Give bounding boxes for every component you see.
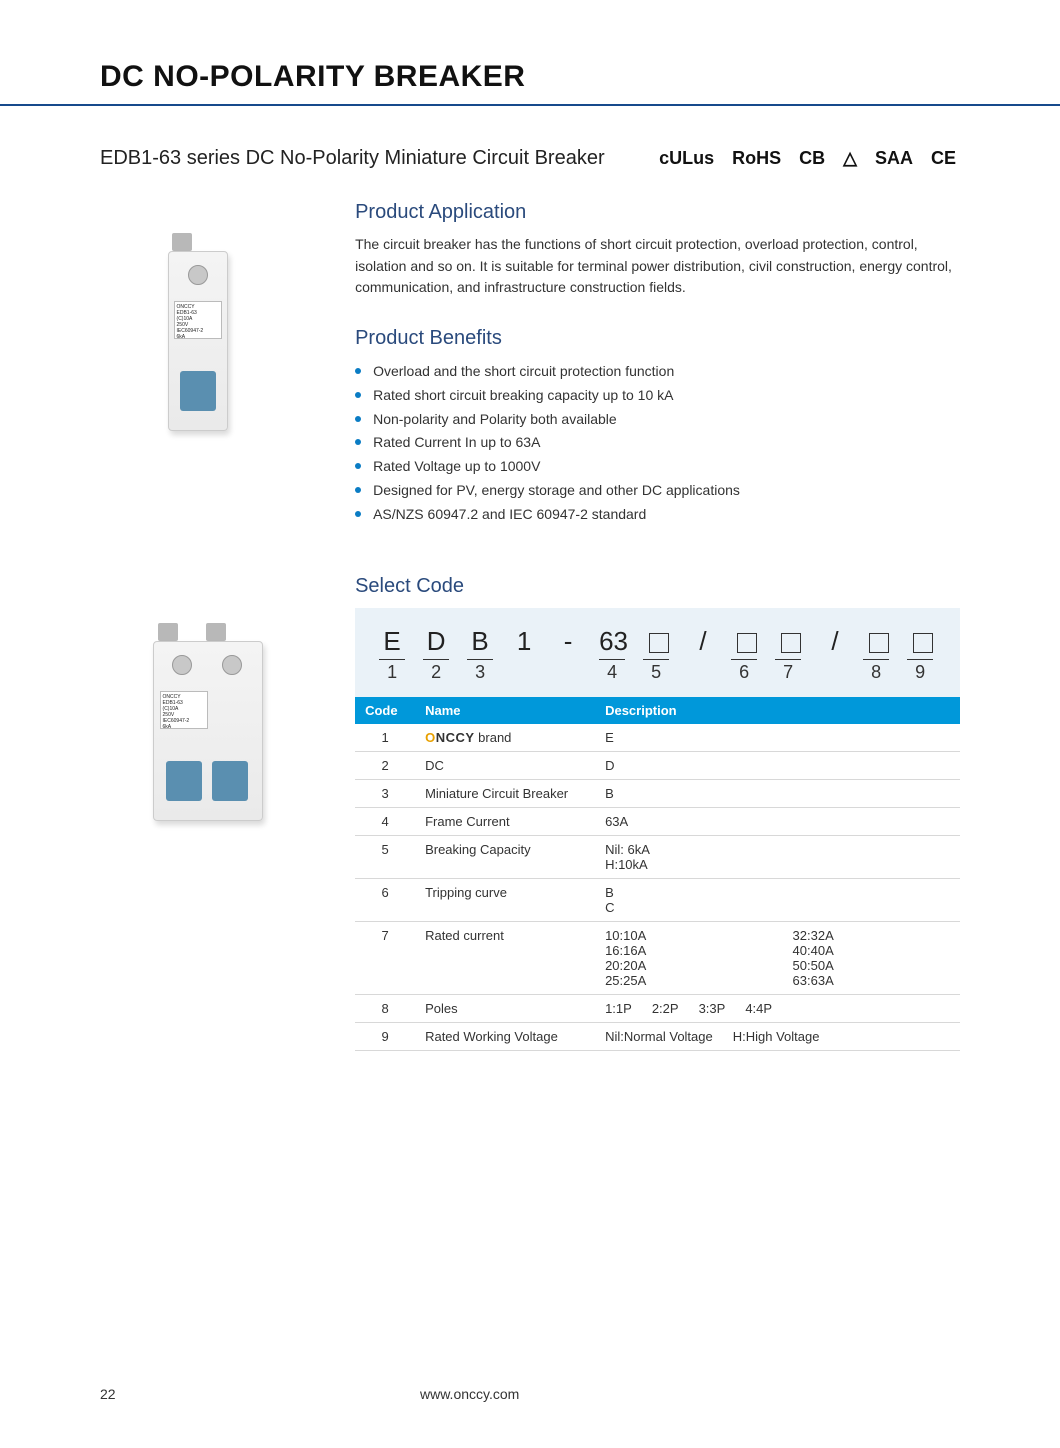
name-cell: Rated Working Voltage (415, 1022, 595, 1050)
product-images-column: ONCCY EDB1-63 (C)10A 250V IEC60947-2 6kA… (100, 201, 315, 1051)
benefit-item: AS/NZS 60947.2 and IEC 60947-2 standard (355, 503, 960, 527)
cert-badge: SAA (871, 146, 917, 171)
code-segment: D (423, 626, 449, 657)
table-row: 1ONCCY brandE (355, 724, 960, 752)
desc-cell: D (595, 751, 960, 779)
table-row: 4Frame Current63A (355, 807, 960, 835)
name-cell: Tripping curve (415, 878, 595, 921)
title-divider (0, 104, 1060, 106)
benefit-item: Designed for PV, energy storage and othe… (355, 479, 960, 503)
code-segment (646, 626, 672, 657)
cert-badge: CE (927, 146, 960, 171)
code-cell: 6 (355, 878, 415, 921)
code-index: 5 (643, 659, 669, 683)
table-row: 6Tripping curveB C (355, 878, 960, 921)
benefit-item: Rated short circuit breaking capacity up… (355, 384, 960, 408)
product-image-2p: ONCCY EDB1-63 (C)10A 250V IEC60947-2 6kA (148, 611, 268, 841)
name-cell: Miniature Circuit Breaker (415, 779, 595, 807)
select-code-heading: Select Code (355, 575, 960, 598)
product-subtitle: EDB1-63 series DC No-Polarity Miniature … (100, 147, 605, 170)
name-cell: ONCCY brand (415, 724, 595, 752)
code-index: 9 (907, 659, 933, 683)
benefits-list: Overload and the short circuit protectio… (355, 360, 960, 527)
code-cell: 4 (355, 807, 415, 835)
code-segment (734, 626, 760, 657)
page-footer: 22 www.onccy.com (100, 1386, 960, 1402)
name-cell: Breaking Capacity (415, 835, 595, 878)
table-header: Name (415, 697, 595, 724)
device-label: ONCCY EDB1-63 (C)10A 250V IEC60947-2 6kA (174, 301, 222, 339)
table-row: 7Rated current10:10A32:32A16:16A40:40A20… (355, 921, 960, 994)
code-cell: 8 (355, 994, 415, 1022)
cert-badge: RoHS (728, 146, 785, 171)
desc-cell: B C (595, 878, 960, 921)
table-header: Code (355, 697, 415, 724)
code-cell: 9 (355, 1022, 415, 1050)
code-segment: / (822, 626, 848, 657)
code-segment: 63 (599, 626, 628, 657)
table-row: 2DCD (355, 751, 960, 779)
desc-cell: 63A (595, 807, 960, 835)
benefit-item: Rated Voltage up to 1000V (355, 455, 960, 479)
benefit-item: Non-polarity and Polarity both available (355, 408, 960, 432)
desc-cell: B (595, 779, 960, 807)
cert-badge: CB (795, 146, 829, 171)
code-cell: 1 (355, 724, 415, 752)
code-cell: 5 (355, 835, 415, 878)
code-definition-table: CodeNameDescription 1ONCCY brandE2DCD3Mi… (355, 697, 960, 1051)
table-row: 3Miniature Circuit BreakerB (355, 779, 960, 807)
certification-badges: cULus RoHS CB △ SAA CE (655, 146, 960, 171)
name-cell: Poles (415, 994, 595, 1022)
application-text: The circuit breaker has the functions of… (355, 234, 960, 299)
code-segment: 1 (511, 626, 537, 657)
cert-badge: cULus (655, 146, 718, 171)
cert-badge: △ (839, 146, 861, 171)
code-index: 6 (731, 659, 757, 683)
code-segment: / (690, 626, 716, 657)
code-segment: E (379, 626, 405, 657)
benefit-item: Overload and the short circuit protectio… (355, 360, 960, 384)
benefits-heading: Product Benefits (355, 327, 960, 350)
code-cell: 2 (355, 751, 415, 779)
code-index: 1 (379, 659, 405, 683)
code-segment: B (467, 626, 493, 657)
benefit-item: Rated Current In up to 63A (355, 431, 960, 455)
table-row: 9Rated Working VoltageNil:Normal Voltage… (355, 1022, 960, 1050)
code-index: 8 (863, 659, 889, 683)
page-number: 22 (100, 1386, 420, 1402)
code-segment (778, 626, 804, 657)
desc-cell: E (595, 724, 960, 752)
footer-url: www.onccy.com (420, 1386, 519, 1402)
code-segment (866, 626, 892, 657)
code-index: 7 (775, 659, 801, 683)
code-cell: 7 (355, 921, 415, 994)
page-title: DC NO-POLARITY BREAKER (100, 60, 960, 94)
device-label: ONCCY EDB1-63 (C)10A 250V IEC60947-2 6kA (160, 691, 208, 729)
code-index: 3 (467, 659, 493, 683)
name-cell: Rated current (415, 921, 595, 994)
name-cell: Frame Current (415, 807, 595, 835)
table-row: 8Poles1:1P2:2P3:3P4:4P (355, 994, 960, 1022)
select-code-diagram: EDB1-63// 123 45 67 89 (355, 608, 960, 697)
product-image-1p: ONCCY EDB1-63 (C)10A 250V IEC60947-2 6kA (148, 221, 268, 451)
name-cell: DC (415, 751, 595, 779)
application-heading: Product Application (355, 201, 960, 224)
code-segment: - (555, 626, 581, 657)
desc-cell: 1:1P2:2P3:3P4:4P (595, 994, 960, 1022)
code-segment (910, 626, 936, 657)
table-row: 5Breaking CapacityNil: 6kA H:10kA (355, 835, 960, 878)
table-header: Description (595, 697, 960, 724)
desc-cell: 10:10A32:32A16:16A40:40A20:20A50:50A25:2… (595, 921, 960, 994)
code-cell: 3 (355, 779, 415, 807)
desc-cell: Nil: 6kA H:10kA (595, 835, 960, 878)
desc-cell: Nil:Normal VoltageH:High Voltage (595, 1022, 960, 1050)
code-index: 2 (423, 659, 449, 683)
code-index: 4 (599, 659, 625, 683)
